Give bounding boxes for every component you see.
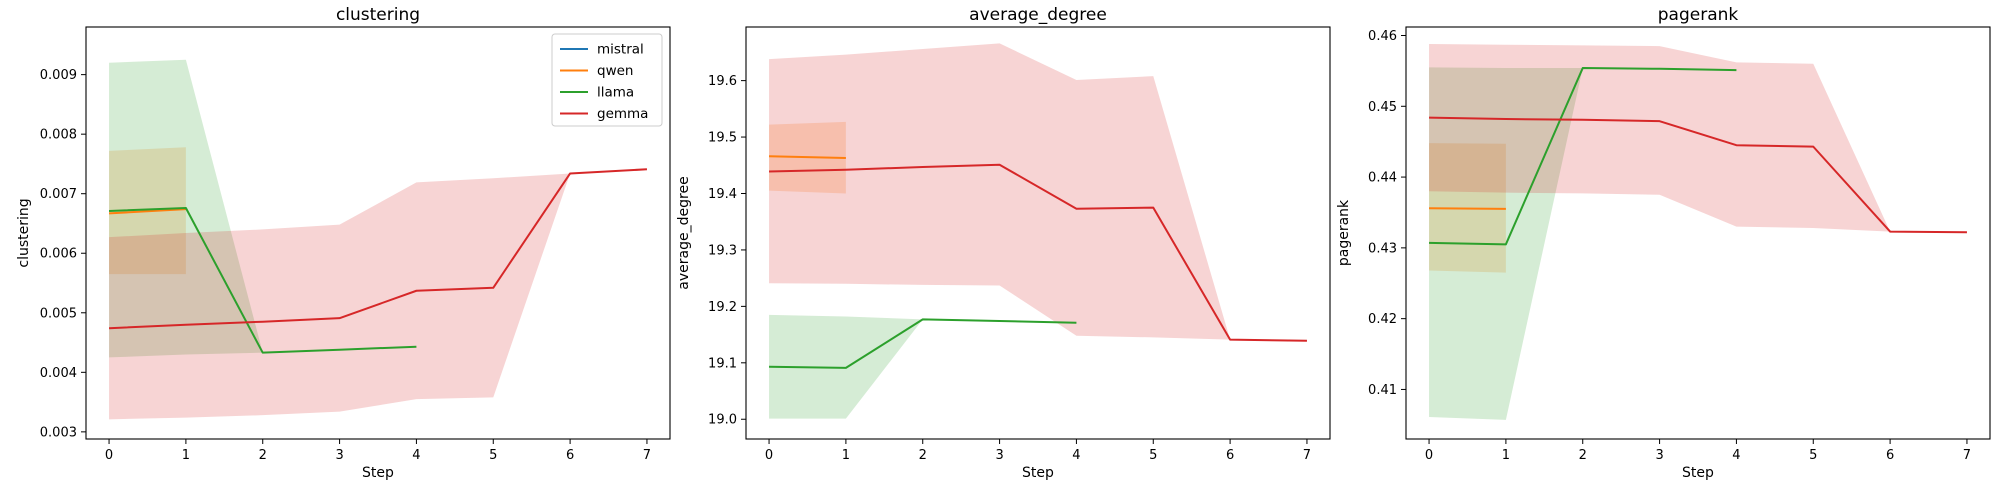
panel-title: average_degree bbox=[969, 5, 1107, 25]
y-axis-label: average_degree bbox=[676, 176, 692, 289]
panel-title: pagerank bbox=[1658, 5, 1739, 25]
legend-label-gemma: gemma bbox=[597, 106, 648, 122]
y-tick-label: 0.009 bbox=[40, 68, 77, 83]
panel-clustering: 0 1 2 3 4 5 6 7 0.003 0.004 0.005 0.006 0.007 0.008 0.… bbox=[16, 5, 671, 481]
x-axis-label: Step bbox=[1022, 465, 1054, 481]
x-tick-label: 3 bbox=[335, 448, 343, 463]
y-tick-label: 0.42 bbox=[1368, 312, 1397, 327]
x-tick-label: 2 bbox=[1579, 448, 1587, 463]
x-tick-label: 5 bbox=[489, 448, 497, 463]
y-axis-label: pagerank bbox=[1336, 199, 1352, 266]
y-tick-label: 0.45 bbox=[1368, 100, 1397, 115]
y-tick-label: 19.4 bbox=[708, 187, 737, 202]
x-tick-label: 3 bbox=[1655, 448, 1663, 463]
series-line-llama bbox=[769, 318, 1077, 369]
x-tick-label: 4 bbox=[1732, 448, 1740, 463]
y-tick-label: 19.3 bbox=[708, 243, 737, 258]
axes-frame bbox=[85, 26, 671, 440]
y-tick-label: 19.5 bbox=[708, 131, 737, 146]
x-tick-label: 1 bbox=[1502, 448, 1510, 463]
x-axis-label: Step bbox=[1682, 465, 1714, 481]
y-tick-label: 19.1 bbox=[708, 356, 737, 371]
series-line-llama bbox=[1429, 67, 1737, 246]
y-axis-label: clustering bbox=[16, 198, 32, 267]
panel-title: clustering bbox=[336, 5, 420, 25]
y-tick-label: 0.005 bbox=[40, 306, 77, 321]
x-tick-label: 7 bbox=[1303, 448, 1311, 463]
x-tick-label: 1 bbox=[182, 448, 190, 463]
band-llama bbox=[109, 59, 417, 358]
y-tick-label: 0.007 bbox=[40, 187, 77, 202]
y-tick-label: 0.44 bbox=[1368, 171, 1397, 186]
panel-pagerank: 0 1 2 3 4 5 6 7 0.41 0.42 0.43 0.44 0.45 0.46 pagerank… bbox=[1336, 5, 1991, 481]
series-line-gemma bbox=[769, 163, 1307, 342]
axes-frame bbox=[745, 26, 1331, 440]
x-tick-label: 5 bbox=[1809, 448, 1817, 463]
series-line-qwen bbox=[108, 208, 186, 215]
band-llama bbox=[1429, 67, 1737, 420]
y-tick-label: 0.004 bbox=[40, 366, 77, 381]
band-gemma bbox=[1429, 43, 1967, 233]
x-tick-label: 7 bbox=[643, 448, 651, 463]
series-line-llama bbox=[109, 206, 417, 354]
y-tick-label: 19.2 bbox=[708, 300, 737, 315]
y-tick-label: 19.0 bbox=[708, 413, 737, 428]
legend-box bbox=[551, 33, 663, 127]
series-line-gemma bbox=[1429, 116, 1967, 234]
band-gemma bbox=[109, 169, 647, 420]
y-tick-label: 0.008 bbox=[40, 128, 77, 143]
y-tick-label: 0.006 bbox=[40, 247, 77, 262]
band-gemma bbox=[769, 43, 1307, 341]
x-tick-label: 1 bbox=[842, 448, 850, 463]
y-tick-label: 19.6 bbox=[708, 74, 737, 89]
x-tick-label: 0 bbox=[765, 448, 773, 463]
y-tick-label: 0.003 bbox=[40, 425, 77, 440]
x-tick-label: 2 bbox=[259, 448, 267, 463]
series-line-qwen bbox=[769, 155, 846, 159]
x-tick-label: 0 bbox=[105, 448, 113, 463]
legend-label-qwen: qwen bbox=[597, 63, 633, 79]
x-tick-label: 4 bbox=[1072, 448, 1080, 463]
panel-average_degree: 0 1 2 3 4 5 6 7 19.0 19.1 19.2 19.3 19.4 19.5 19.6 aver… bbox=[676, 5, 1331, 481]
legend: mistral qwen llama gemma bbox=[551, 33, 663, 127]
x-tick-label: 6 bbox=[566, 448, 574, 463]
legend-label-llama: llama bbox=[597, 85, 634, 101]
x-axis-label: Step bbox=[362, 465, 394, 481]
x-tick-label: 6 bbox=[1886, 448, 1894, 463]
legend-label-mistral: mistral bbox=[597, 42, 644, 58]
series-line-gemma bbox=[109, 168, 648, 330]
x-tick-label: 3 bbox=[995, 448, 1003, 463]
band-llama bbox=[769, 314, 1077, 419]
y-tick-label: 0.41 bbox=[1368, 383, 1397, 398]
x-tick-label: 6 bbox=[1226, 448, 1234, 463]
y-tick-label: 0.43 bbox=[1368, 241, 1397, 256]
x-tick-label: 2 bbox=[919, 448, 927, 463]
x-tick-label: 5 bbox=[1149, 448, 1157, 463]
x-tick-label: 7 bbox=[1963, 448, 1971, 463]
y-tick-label: 0.46 bbox=[1368, 29, 1397, 44]
x-tick-label: 4 bbox=[412, 448, 420, 463]
x-tick-label: 0 bbox=[1425, 448, 1433, 463]
axes-frame bbox=[1405, 26, 1991, 440]
series-line-qwen bbox=[1429, 207, 1506, 210]
